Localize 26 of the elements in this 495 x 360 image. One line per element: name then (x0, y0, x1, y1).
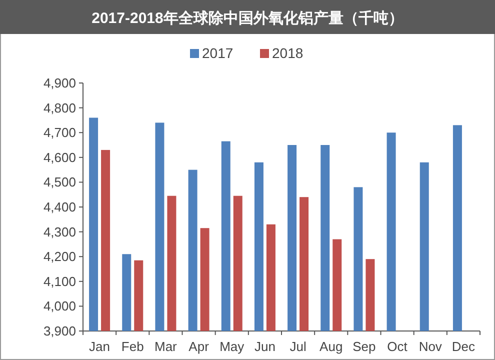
x-tick-label: Nov (418, 339, 442, 354)
x-tick-label: Feb (121, 339, 144, 354)
x-tick-label: Dec (452, 339, 476, 354)
x-tick-label: Jun (254, 339, 276, 354)
legend-label: 2017 (202, 45, 234, 61)
y-tick-label: 4,800 (43, 100, 76, 116)
x-tick-label: Jan (89, 339, 110, 354)
x-tick-label: Aug (320, 339, 343, 354)
x-tick-label: Oct (387, 339, 408, 354)
y-tick-label: 4,100 (43, 274, 76, 289)
y-tick-label: 4,500 (43, 174, 76, 190)
x-tick-label: Sep (352, 339, 376, 354)
y-tick-label: 4,900 (43, 76, 76, 90)
chart-title: 2017-2018年全球除中国外氧化铝产量（千吨） (92, 10, 404, 27)
x-tick-label: Apr (188, 339, 210, 354)
x-tick-label: Jul (290, 339, 306, 354)
legend-label: 2018 (272, 45, 304, 61)
y-tick-label: 4,700 (43, 125, 76, 140)
y-tick-label: 4,300 (43, 224, 76, 240)
x-tick-label: Mar (154, 339, 178, 354)
x-tick-label: May (220, 339, 245, 354)
y-tick-label: 4,600 (43, 150, 76, 165)
y-tick-label: 4,200 (43, 249, 76, 264)
y-tick-label: 4,400 (43, 200, 76, 214)
y-tick-label: 4,000 (43, 298, 76, 314)
y-tick-label: 3,900 (43, 324, 76, 338)
